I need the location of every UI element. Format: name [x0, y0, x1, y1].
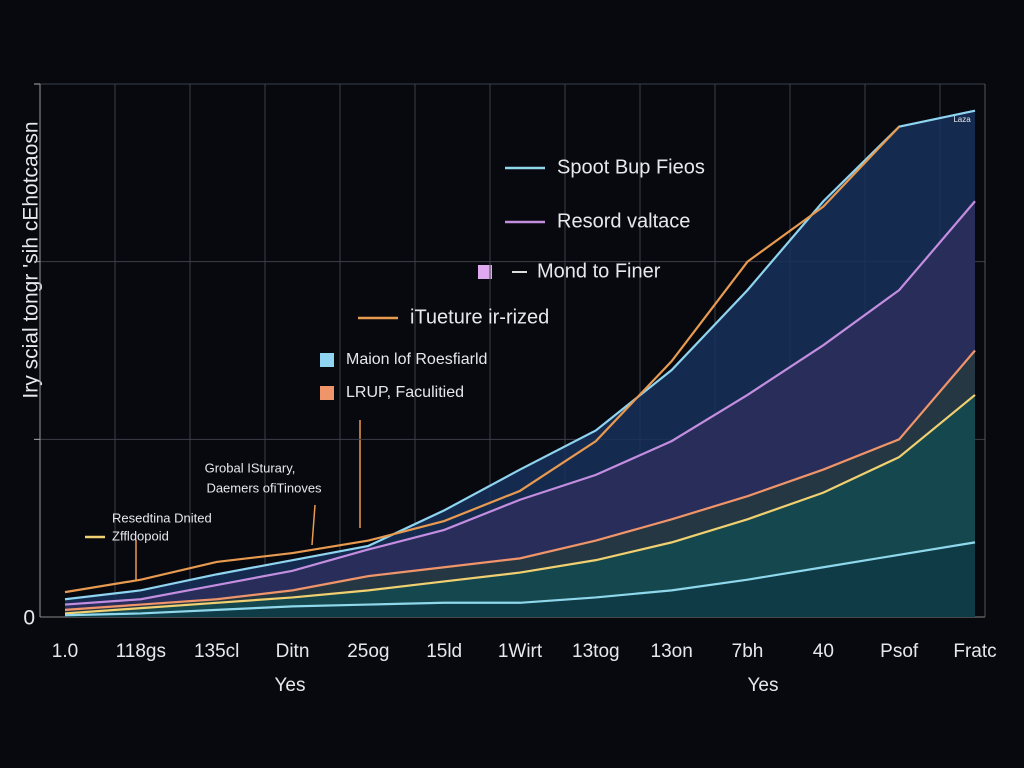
annotation: Laza: [953, 115, 971, 124]
annotation: Grobal ISturary,: [205, 460, 296, 475]
x-tick-label: 1.0: [52, 641, 78, 662]
line: [64, 394, 976, 615]
legend-swatch: [478, 265, 492, 279]
x-axis-title: Yes: [748, 675, 779, 696]
legend-swatch: [320, 353, 334, 367]
x-tick-label: 13on: [651, 641, 693, 662]
x-tick-label: 118gs: [116, 641, 166, 662]
line: [64, 109, 976, 601]
x-tick-label: Psof: [880, 641, 919, 662]
x-tick-label: 13tog: [572, 641, 620, 662]
x-tick-label: 7bh: [732, 641, 764, 662]
line: [64, 200, 976, 606]
x-tick-label: 15ld: [426, 641, 462, 662]
line: [64, 541, 976, 617]
x-tick-label: Fratc: [953, 641, 996, 662]
x-tick-label: 25og: [347, 641, 389, 662]
x-tick-label: 40: [813, 641, 834, 662]
legend-label: LRUP, Faculitied: [346, 384, 464, 401]
x-tick-label: 1Wirt: [498, 641, 543, 662]
annotation: Resedtina Dnited: [112, 510, 212, 525]
line: [64, 349, 976, 611]
x-axis-title: Yes: [275, 675, 306, 696]
legend-label: Spoot Bup Fieos: [557, 156, 705, 178]
legend-swatch: [320, 386, 334, 400]
y-axis-title: Iry scial tongr 'sih cEhotcaosn: [20, 121, 43, 398]
x-tick-label: 135cl: [194, 641, 239, 662]
y-tick-label: 0: [23, 607, 35, 630]
area: [65, 394, 975, 617]
area: [65, 542, 975, 617]
pointer: [311, 504, 316, 546]
x-tick-label: Ditn: [276, 641, 310, 662]
legend-label: Resord valtace: [557, 210, 690, 232]
legend-label: iTueture ir-rized: [410, 306, 549, 328]
annotation: Daemers ofiTinoves: [206, 480, 322, 495]
annotation: Mond to Finer: [537, 260, 661, 282]
legend-label: Maion lof Roesfiarld: [346, 351, 487, 368]
legend-label: Zffldopoid: [112, 528, 169, 543]
line: [64, 125, 900, 594]
